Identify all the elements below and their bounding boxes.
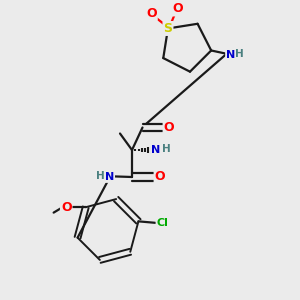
- Text: Cl: Cl: [157, 218, 168, 228]
- Text: S: S: [164, 22, 172, 35]
- Text: O: O: [146, 7, 157, 20]
- Text: H: H: [161, 144, 170, 154]
- Text: O: O: [172, 2, 183, 16]
- Text: N: N: [105, 172, 114, 182]
- Text: O: O: [154, 170, 165, 184]
- Text: O: O: [164, 121, 174, 134]
- Text: H: H: [95, 171, 104, 182]
- Text: O: O: [61, 201, 71, 214]
- Text: H: H: [235, 50, 244, 59]
- Text: N: N: [226, 50, 235, 60]
- Text: N: N: [152, 145, 160, 155]
